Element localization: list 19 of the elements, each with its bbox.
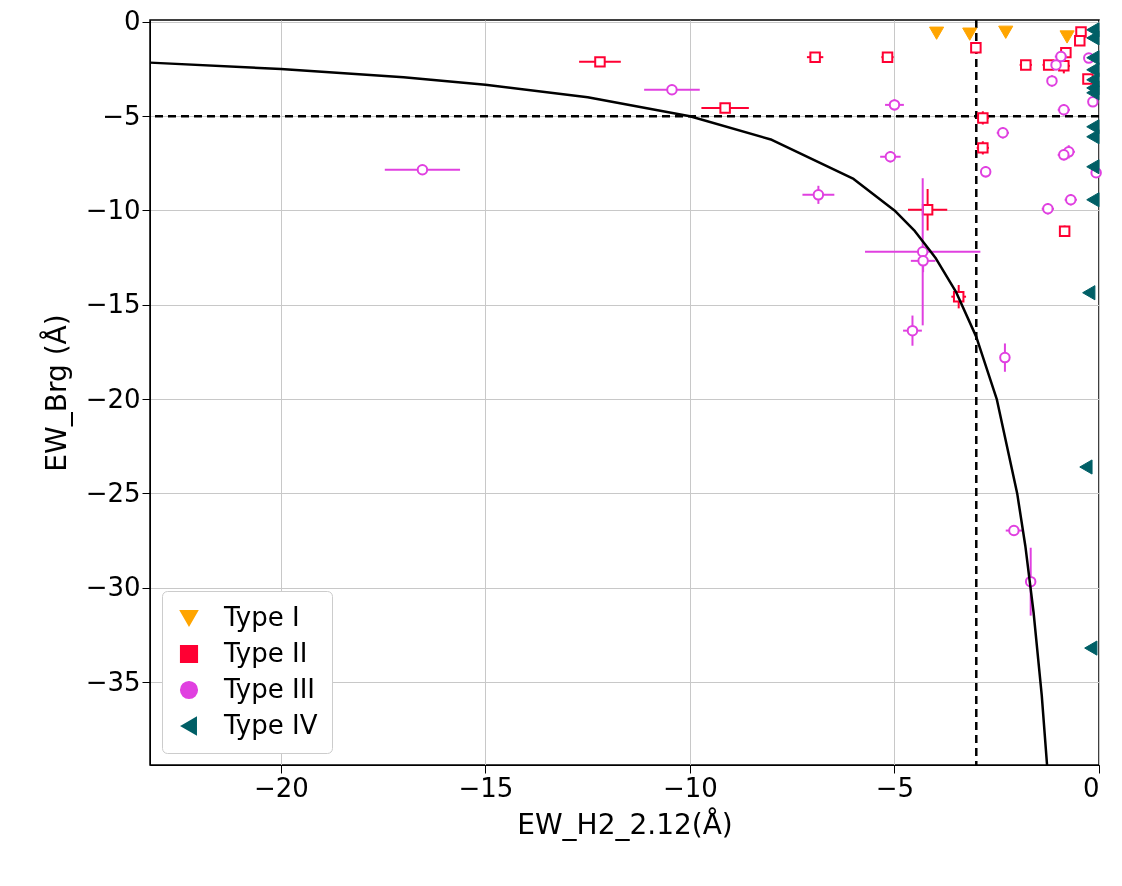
- legend-label: Type III: [223, 674, 315, 704]
- y-tick-label: 0: [123, 6, 141, 37]
- y-tick-label: −15: [85, 289, 141, 320]
- legend-label: Type II: [223, 638, 308, 668]
- legend-label: Type IV: [223, 710, 318, 740]
- x-tick-label: 0: [1082, 772, 1100, 803]
- y-tick-label: −20: [85, 383, 141, 414]
- x-axis-title: EW_H2_2.12(Å): [517, 806, 733, 841]
- x-tick-label: −20: [253, 772, 309, 803]
- x-tick-label: −5: [875, 772, 915, 803]
- y-tick-label: −10: [85, 194, 141, 225]
- x-tick-label: −10: [663, 772, 718, 803]
- y-tick-label: −30: [85, 572, 141, 603]
- y-axis-title: EW_Brg (Å): [38, 314, 73, 472]
- y-tick-label: −25: [85, 477, 141, 508]
- y-tick-label: −5: [102, 100, 141, 131]
- legend-label: Type I: [223, 602, 300, 632]
- y-tick-label: −35: [85, 666, 141, 697]
- x-tick-label: −15: [458, 772, 514, 803]
